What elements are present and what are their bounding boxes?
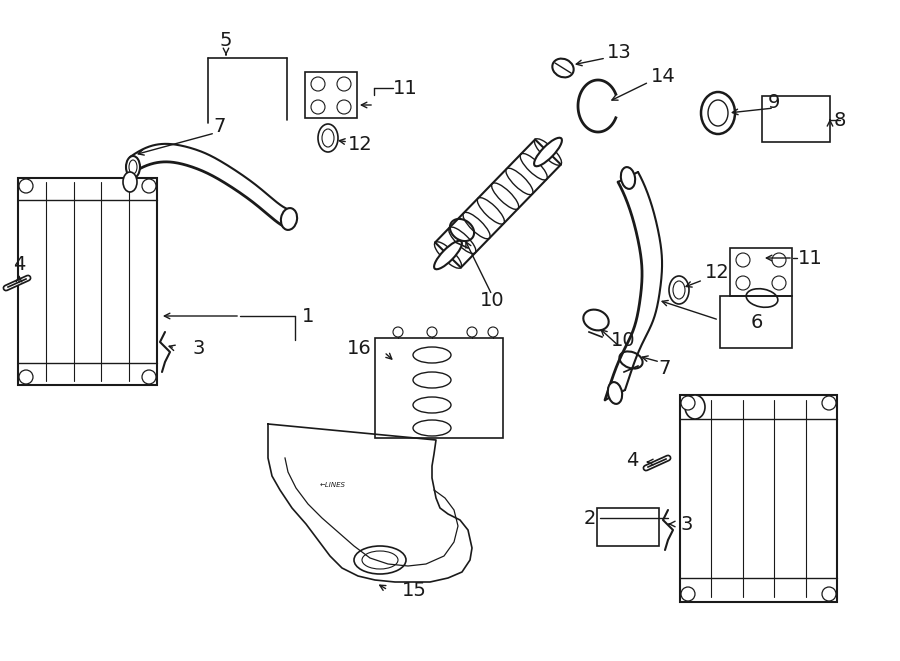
Text: 14: 14 <box>651 67 676 85</box>
Circle shape <box>822 587 836 601</box>
Circle shape <box>467 327 477 337</box>
Circle shape <box>681 587 695 601</box>
Circle shape <box>427 327 437 337</box>
Text: 10: 10 <box>480 290 504 309</box>
Circle shape <box>393 327 403 337</box>
Text: 11: 11 <box>798 249 823 268</box>
Circle shape <box>19 370 33 384</box>
Ellipse shape <box>434 241 462 269</box>
Bar <box>375 338 503 438</box>
Circle shape <box>311 77 325 91</box>
Ellipse shape <box>701 92 735 134</box>
Circle shape <box>681 396 695 410</box>
Text: 8: 8 <box>833 110 846 130</box>
Ellipse shape <box>621 167 635 189</box>
Circle shape <box>142 179 156 193</box>
Circle shape <box>822 396 836 410</box>
Ellipse shape <box>281 208 297 230</box>
Bar <box>18 178 157 385</box>
Text: 15: 15 <box>402 580 427 600</box>
Ellipse shape <box>123 172 137 192</box>
Text: 7: 7 <box>659 358 671 377</box>
Text: 6: 6 <box>751 313 763 332</box>
Ellipse shape <box>534 137 562 167</box>
Circle shape <box>311 100 325 114</box>
Bar <box>680 395 837 602</box>
Circle shape <box>337 77 351 91</box>
Circle shape <box>488 327 498 337</box>
Ellipse shape <box>685 395 705 419</box>
Text: 16: 16 <box>347 338 372 358</box>
Ellipse shape <box>129 160 137 174</box>
Circle shape <box>337 100 351 114</box>
Text: 10: 10 <box>611 330 635 350</box>
Circle shape <box>19 179 33 193</box>
Bar <box>720 296 792 348</box>
Text: 3: 3 <box>192 338 204 358</box>
Circle shape <box>142 370 156 384</box>
Circle shape <box>772 276 786 290</box>
Ellipse shape <box>126 156 140 178</box>
Text: 11: 11 <box>393 79 418 98</box>
Text: 12: 12 <box>348 136 373 155</box>
Circle shape <box>772 253 786 267</box>
Ellipse shape <box>708 100 728 126</box>
Text: 4: 4 <box>13 256 25 274</box>
Text: 13: 13 <box>607 42 632 61</box>
Text: 9: 9 <box>768 93 780 112</box>
Bar <box>730 248 792 296</box>
Text: 7: 7 <box>214 116 226 136</box>
Bar <box>305 72 357 118</box>
Circle shape <box>736 253 750 267</box>
Ellipse shape <box>608 382 622 404</box>
Text: 3: 3 <box>680 514 692 533</box>
Circle shape <box>736 276 750 290</box>
Text: 4: 4 <box>626 451 638 469</box>
Bar <box>762 96 830 142</box>
Text: 1: 1 <box>302 307 314 325</box>
Text: 2: 2 <box>583 508 596 527</box>
Text: ←LINES: ←LINES <box>320 482 346 488</box>
Text: 12: 12 <box>705 264 730 282</box>
Text: 5: 5 <box>220 30 232 50</box>
Bar <box>597 508 659 546</box>
